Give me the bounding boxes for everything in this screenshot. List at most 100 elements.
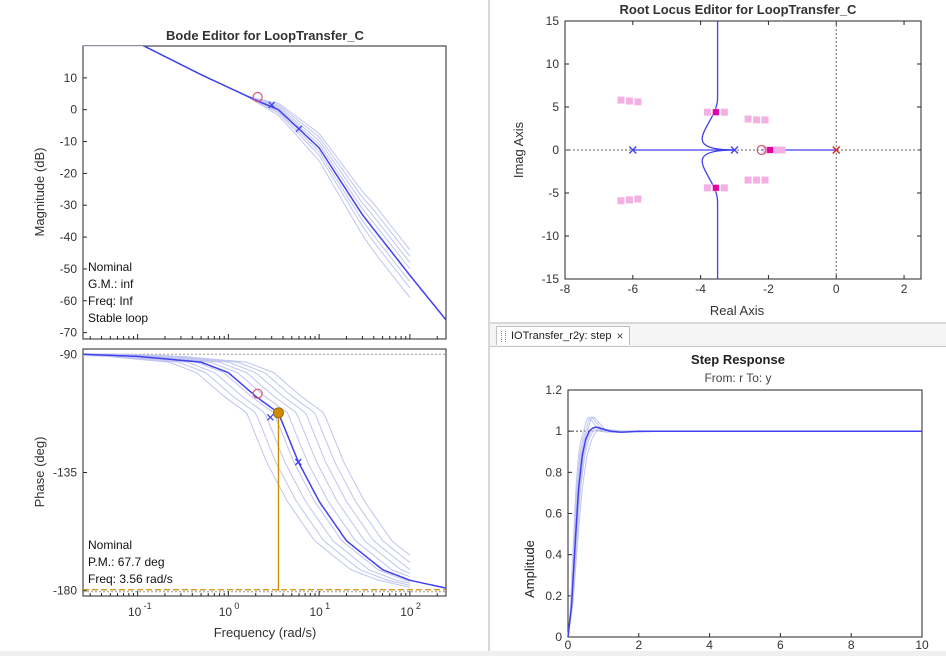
step-subtitle: From: r To: y [704,371,771,385]
step-axes[interactable] [567,389,923,638]
root-locus-open-loop-pole [730,146,739,154]
step-ylabel: Amplitude [522,540,537,598]
root-locus-ytick-label: 15 [546,14,560,28]
magnitude-ytick-label: -40 [60,230,78,244]
phase-ytick-label: -90 [60,347,78,361]
magnitude-annotation-line-2: G.M.: inf [88,277,134,291]
magnitude-ytick-label: -30 [60,198,78,212]
frequency-xtick-exponent: 0 [234,601,239,611]
root-locus-ytick-label: -5 [548,186,559,200]
phase-uncertain-curve [83,353,411,556]
phase-ytick-label: -180 [53,584,77,598]
phase-margin-marker [272,407,284,419]
step-xtick-label: 4 [706,638,713,651]
root-locus-uncertainty-square [634,195,642,203]
root-locus-uncertainty-square [744,115,752,123]
magnitude-ytick-label: -70 [60,326,78,340]
step-ytick-label: 1 [555,424,562,438]
step-ytick-label: 0.4 [545,548,562,562]
bode-panel: Bode Editor for LoopTransfer_C 10 0 -10 -20… [0,0,488,651]
step-ytick-label: 0.8 [545,465,562,479]
root-locus-ytick-label: 5 [552,100,559,114]
tab-step-response[interactable]: IOTransfer_r2y: step × [496,326,631,345]
root-locus-uncertainty-square [720,184,728,192]
root-locus-uncertainty-square [771,146,779,154]
magnitude-annotation-line-3: Freq: Inf [88,294,133,308]
root-locus-xlabel: Real Axis [710,303,765,318]
root-locus-uncertainty-square [703,184,711,192]
root-locus-ylabel: Imag Axis [511,121,526,178]
root-locus-editor[interactable]: Root Locus Editor for LoopTransfer_C -8-… [490,0,946,322]
step-ticks: 0 2 4 6 8 10 1.2 1 0.8 0.6 0.4 0.2 0 [545,383,929,652]
tab-grip-icon[interactable] [501,330,506,342]
magnitude-ytick-label: 0 [70,103,77,117]
root-locus-uncertainty-square [753,176,761,184]
magnitude-yticks: 10 0 -10 -20 -30 -40 -50 -60 -70 [60,71,87,340]
step-nominal-curve [567,426,922,638]
phase-axes[interactable] [82,348,447,597]
phase-ytick-label: -135 [53,466,77,480]
root-locus-closed-loop-pole [767,147,774,153]
step-response-plot[interactable]: Step Response From: r To: y 0 2 4 6 8 101.210… [490,347,946,652]
frequency-xtick-label: 10 [400,605,414,619]
tab-close-icon[interactable]: × [616,329,624,343]
root-locus-open-loop-pole [832,146,841,154]
root-locus-uncertainty-square [634,98,642,106]
root-locus-uncertainty-square [625,196,633,204]
step-xtick-label: 10 [915,638,929,651]
root-locus-uncertainty-square [703,108,711,116]
magnitude-pole-marker [295,125,303,133]
root-locus-panel: Root Locus Editor for LoopTransfer_C -8-… [490,0,946,322]
phase-annotation-line-1: Nominal [88,538,132,552]
horizontal-splitter[interactable] [490,322,946,324]
frequency-xtick-label: 10 [219,605,233,619]
step-xtick-label: 8 [848,638,855,651]
step-title: Step Response [691,352,785,367]
root-locus-xtick-label: -8 [560,282,571,296]
phase-pole-marker [294,458,302,466]
frequency-xtick-exponent: -1 [144,601,152,611]
root-locus-ytick-label: -15 [542,272,560,286]
step-ytick-label: 0.6 [545,507,562,521]
phase-uncertain-curve [83,355,411,588]
root-locus-uncertainty-square [761,116,769,124]
phase-pole-marker [266,413,274,421]
root-locus-ticks: -8 -6 -4 -2 0 2 15 10 5 0 -5 -10 -15 [542,14,921,296]
root-locus-xtick-label: 2 [901,282,908,296]
root-locus-xtick-label: -2 [763,282,774,296]
magnitude-curves [83,46,446,321]
frequency-xtick-exponent: 2 [416,601,421,611]
step-curves [567,416,922,638]
frequency-xtick-label: 10 [128,605,142,619]
root-locus-uncertainty-square [625,97,633,105]
phase-annotation-line-2: P.M.: 67.7 deg [88,555,165,569]
frequency-xlabel: Frequency (rad/s) [214,625,317,640]
root-locus-content [565,21,921,279]
root-locus-ytick-label: 0 [552,143,559,157]
magnitude-pole-marker [268,101,276,109]
phase-yticks: -90 -135 -180 [53,347,87,598]
magnitude-nominal-curve [142,46,446,321]
root-locus-open-loop-pole [628,146,637,154]
root-locus-uncertainty-square [761,176,769,184]
root-locus-branch-upper [701,21,735,151]
root-locus-xtick-label: -6 [627,282,638,296]
root-locus-closed-loop-pole [712,184,719,191]
phase-curves [83,353,446,593]
bode-title: Bode Editor for LoopTransfer_C [166,28,365,43]
magnitude-ytick-label: -20 [60,166,78,180]
magnitude-ytick-label: 10 [64,71,78,85]
magnitude-axes[interactable] [82,45,447,340]
root-locus-uncertainty-square [753,116,761,124]
magnitude-zero-marker [252,91,263,103]
frequency-xtick-exponent: 1 [325,601,330,611]
bode-editor[interactable]: Bode Editor for LoopTransfer_C 100-10-20… [0,0,488,651]
step-ytick-label: 0.2 [545,589,562,603]
step-xtick-label: 2 [635,638,642,651]
vertical-splitter[interactable] [488,0,490,651]
phase-uncertain-curve [83,354,411,586]
step-tab-bar: IOTransfer_r2y: step × [490,324,946,347]
root-locus-uncertainty-square [720,108,728,116]
step-xtick-label: 6 [777,638,784,651]
root-locus-ytick-label: -10 [542,229,560,243]
